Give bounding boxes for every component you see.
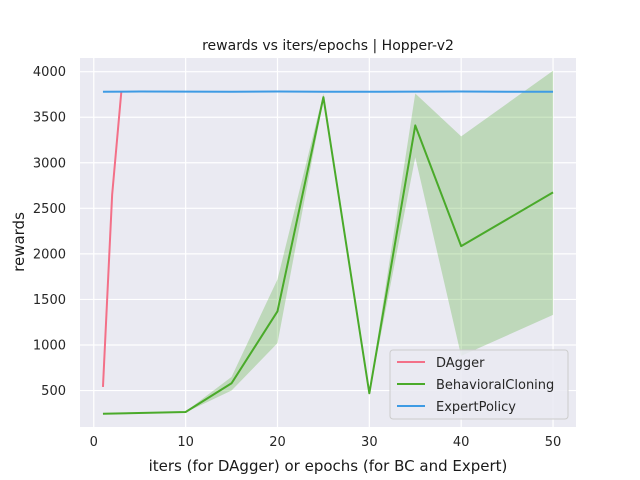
y-tick-label: 2500 (33, 202, 66, 217)
y-tick-label: 1000 (33, 339, 66, 354)
y-tick-label: 2000 (33, 247, 66, 262)
y-tick-label: 1500 (33, 293, 66, 308)
y-axis-ticks: 500 1000 1500 2000 2500 3000 3500 4000 (33, 65, 66, 399)
legend: DAgger BehavioralCloning ExpertPolicy (389, 349, 569, 420)
x-tick-label: 40 (453, 435, 470, 450)
x-tick-label: 50 (545, 435, 562, 450)
x-tick-label: 10 (177, 435, 194, 450)
behavioralcloning-band (102, 70, 554, 415)
behavioralcloning-line (102, 96, 554, 415)
dagger-line (101, 91, 123, 387)
legend-label-expertpolicy: ExpertPolicy (436, 400, 516, 415)
y-tick-label: 3000 (33, 156, 66, 171)
x-axis-label: iters (for DAgger) or epochs (for BC and… (149, 457, 508, 475)
y-tick-label: 3500 (33, 111, 66, 126)
x-tick-label: 20 (269, 435, 286, 450)
chart-title: rewards vs iters/epochs | Hopper-v2 (202, 38, 454, 54)
y-axis-label: rewards (10, 212, 28, 272)
series-lines (101, 90, 554, 415)
x-axis-ticks: 0 10 20 30 40 50 (90, 435, 562, 450)
legend-box (389, 349, 569, 420)
legend-label-dagger: DAgger (436, 356, 485, 371)
grid (80, 58, 576, 427)
y-tick-label: 4000 (33, 65, 66, 80)
y-tick-label: 500 (41, 384, 66, 399)
x-tick-label: 0 (90, 435, 98, 450)
x-tick-label: 30 (361, 435, 378, 450)
legend-label-behavioralcloning: BehavioralCloning (436, 378, 554, 393)
